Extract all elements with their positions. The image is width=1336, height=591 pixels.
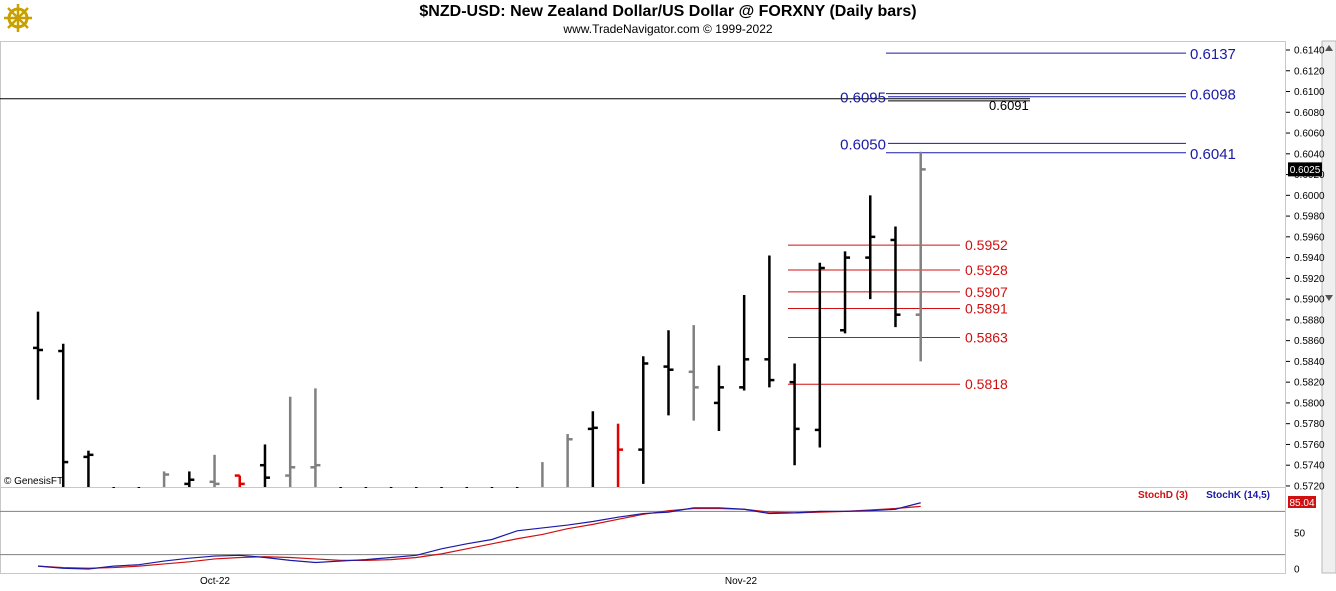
ohlc-bar	[285, 396, 296, 487]
stoch-last-value: 85.04	[1289, 498, 1314, 509]
vertical-scrollbar[interactable]	[1321, 40, 1336, 574]
y-tick-label: 0.5800	[1294, 398, 1325, 409]
legend-stoch-d: StochD (3)	[1138, 490, 1188, 501]
genesis-watermark: © GenesisFT	[4, 476, 63, 487]
y-tick-label: 0.5760	[1294, 440, 1325, 451]
stochastic-panel: 0 50	[0, 502, 1306, 576]
ohlc-bar	[566, 434, 573, 487]
ohlc-bar	[865, 195, 876, 300]
ohlc-bar	[840, 251, 851, 334]
y-tick-label: 0.5740	[1294, 461, 1325, 472]
level-label: 0.5891	[965, 300, 1008, 316]
y-tick-label: 0.6140	[1294, 46, 1325, 57]
ohlc-bar	[616, 423, 624, 487]
chart-header: $NZD-USD: New Zealand Dollar/US Dollar @…	[0, 0, 1336, 40]
ohlc-bar	[739, 294, 750, 391]
level-label: 0.6098	[1190, 87, 1236, 104]
y-tick-label: 0.5780	[1294, 419, 1325, 430]
y-tick-label: 0.6000	[1294, 191, 1325, 202]
last-price-marker: 0.6025	[1288, 162, 1322, 177]
ohlc-bar	[162, 471, 170, 487]
scroll-down-arrow-icon[interactable]	[1325, 295, 1333, 301]
stoch-tick-label: 0	[1294, 565, 1300, 576]
y-tick-label: 0.5960	[1294, 232, 1325, 243]
y-tick-label: 0.6120	[1294, 66, 1325, 77]
stoch-series-line	[37, 505, 921, 569]
stoch-panel-frame	[0, 487, 1286, 574]
y-tick-label: 0.5880	[1294, 315, 1325, 326]
y-tick-label: 0.6100	[1294, 87, 1325, 98]
ohlc-bar	[764, 255, 775, 388]
y-tick-label: 0.6080	[1294, 108, 1325, 119]
level-label: 0.6091	[989, 98, 1029, 113]
ohlc-bar	[234, 474, 245, 487]
ohlc-bar	[789, 363, 800, 466]
y-tick-label: 0.5860	[1294, 336, 1325, 347]
ohlc-bar	[184, 471, 195, 487]
level-label: 0.6041	[1190, 146, 1236, 163]
ohlc-bar	[890, 226, 901, 328]
ohlc-bar	[58, 343, 69, 487]
ohlc-bar	[259, 444, 270, 487]
ohlc-bar	[915, 151, 926, 362]
ohlc-bar	[587, 411, 598, 487]
price-levels: 0.6137 0.6098 0.6095 0.6091 0.6050 0.6041 0.59…	[788, 46, 1236, 392]
stoch-last-value-box	[1288, 496, 1316, 508]
stoch-series-line	[37, 502, 921, 570]
level-label: 0.5952	[965, 237, 1008, 253]
ohlc-bar	[713, 365, 724, 431]
ohlc-bar	[663, 330, 674, 416]
chart-title: $NZD-USD: New Zealand Dollar/US Dollar @…	[419, 3, 917, 20]
level-label: 0.6095	[840, 90, 886, 107]
ohlc-bar	[209, 454, 220, 487]
level-label: 0.5818	[965, 376, 1008, 392]
ship-wheel-logo-icon	[4, 4, 32, 32]
y-tick-label: 0.6040	[1294, 149, 1325, 160]
y-tick-label: 0.6060	[1294, 129, 1325, 140]
last-price-label: 0.6025	[1290, 165, 1321, 176]
ohlc-bar	[83, 450, 94, 487]
ohlc-bar	[33, 311, 43, 400]
x-tick-label-oct: Oct-22	[200, 576, 230, 587]
level-label: 0.5928	[965, 262, 1008, 278]
x-tick-label-nov: Nov-22	[725, 576, 758, 587]
ohlc-bar	[310, 388, 321, 487]
y-tick-label: 0.5720	[1294, 481, 1325, 492]
level-label: 0.5863	[965, 330, 1008, 346]
y-tick-label: 0.5940	[1294, 253, 1325, 264]
level-label: 0.5907	[965, 284, 1008, 300]
y-tick-label: 0.5840	[1294, 357, 1325, 368]
ohlc-bars	[33, 151, 926, 488]
ohlc-bar	[638, 356, 649, 484]
y-tick-label: 0.5980	[1294, 212, 1325, 223]
stoch-tick-label: 50	[1294, 529, 1306, 540]
ohlc-bar	[688, 325, 699, 421]
y-tick-label: 0.5900	[1294, 295, 1325, 306]
y-tick-label: 0.5920	[1294, 274, 1325, 285]
level-label: 0.6137	[1190, 46, 1236, 63]
price-axis: 0.5720 0.5740 0.5760 0.5780 0.5800 0.5820 0.58…	[1286, 46, 1325, 492]
level-label: 0.6050	[840, 136, 886, 153]
legend-stoch-k: StochK (14,5)	[1206, 490, 1270, 501]
ohlc-bar	[814, 262, 825, 448]
scroll-up-arrow-icon[interactable]	[1325, 45, 1333, 51]
chart-subtitle: www.TradeNavigator.com © 1999-2022	[563, 22, 773, 36]
y-tick-label: 0.5820	[1294, 378, 1325, 389]
